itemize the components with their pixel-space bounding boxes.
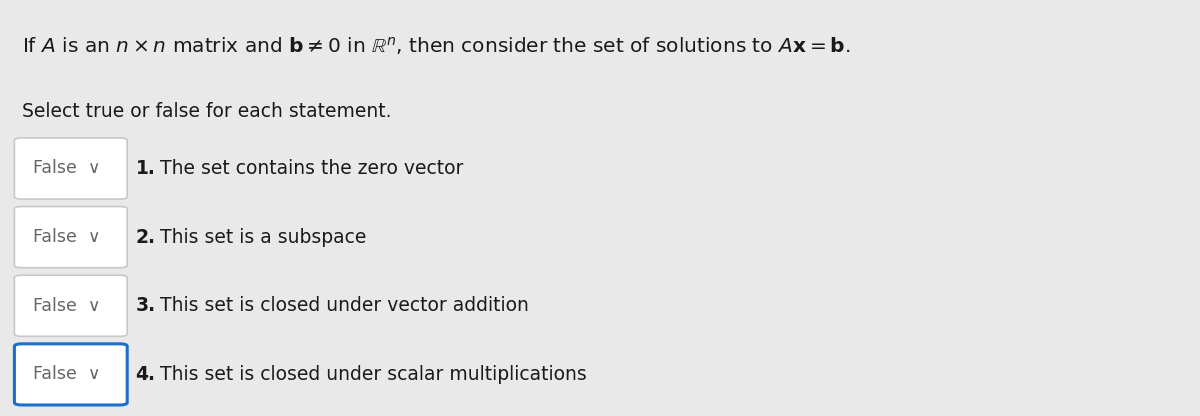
Text: False  ∨: False ∨ (34, 228, 101, 246)
Text: False  ∨: False ∨ (34, 159, 101, 178)
Text: 4.: 4. (136, 365, 156, 384)
Text: This set is a subspace: This set is a subspace (154, 228, 366, 247)
Text: 1.: 1. (136, 159, 156, 178)
Text: Select true or false for each statement.: Select true or false for each statement. (22, 102, 391, 121)
Text: If $\mathit{A}$ is an $n \times n$ matrix and $\mathbf{b} \neq 0$ in $\mathbb{R}: If $\mathit{A}$ is an $n \times n$ matri… (22, 35, 851, 57)
FancyBboxPatch shape (14, 275, 127, 336)
Text: This set is closed under vector addition: This set is closed under vector addition (154, 296, 528, 315)
Text: The set contains the zero vector: The set contains the zero vector (154, 159, 463, 178)
Text: 3.: 3. (136, 296, 156, 315)
Text: This set is closed under scalar multiplications: This set is closed under scalar multipli… (154, 365, 587, 384)
Text: False  ∨: False ∨ (34, 297, 101, 315)
FancyBboxPatch shape (14, 138, 127, 199)
FancyBboxPatch shape (14, 206, 127, 268)
Text: 2.: 2. (136, 228, 156, 247)
Text: False  ∨: False ∨ (34, 365, 101, 384)
FancyBboxPatch shape (14, 344, 127, 405)
